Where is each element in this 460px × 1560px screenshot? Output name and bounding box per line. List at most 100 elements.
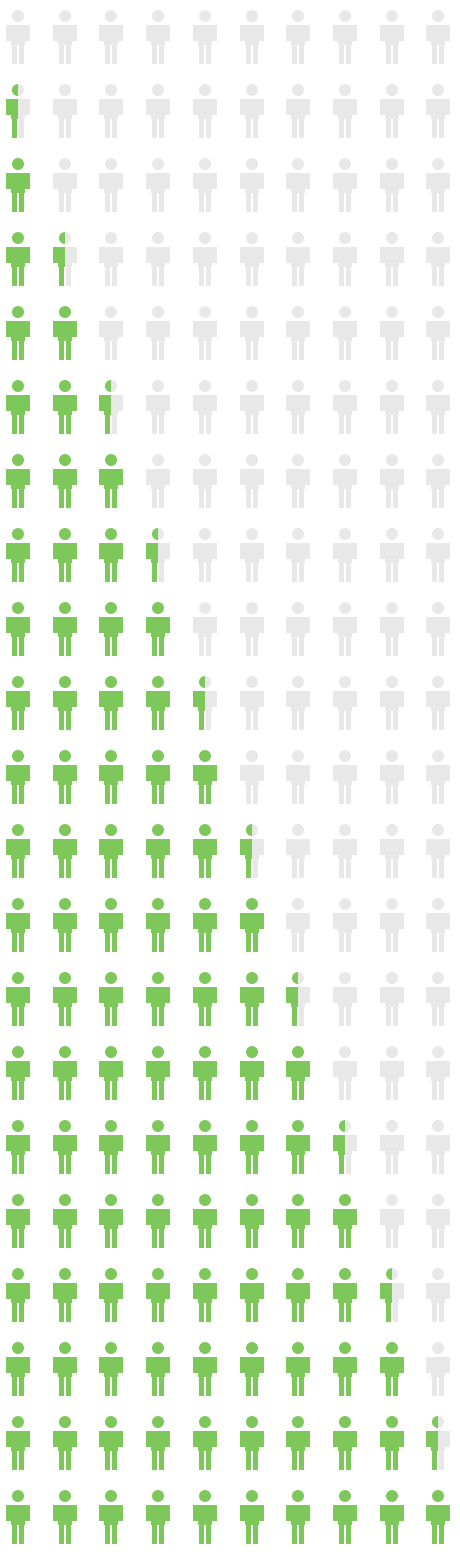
pictogram-row <box>0 230 460 290</box>
person-icon <box>332 230 358 286</box>
pictogram-row <box>0 304 460 364</box>
person-icon <box>285 156 311 212</box>
person-icon <box>192 600 218 656</box>
person-icon <box>379 82 405 138</box>
person-icon <box>192 896 218 952</box>
person-icon <box>192 82 218 138</box>
person-icon <box>332 1340 358 1396</box>
person-icon <box>52 378 78 434</box>
pictogram-row <box>0 82 460 142</box>
person-icon <box>192 1192 218 1248</box>
person-icon <box>239 156 265 212</box>
pictogram-row <box>0 156 460 216</box>
person-icon <box>239 230 265 286</box>
person-icon <box>425 822 451 878</box>
person-icon <box>145 378 171 434</box>
person-icon <box>332 82 358 138</box>
person-icon <box>379 1488 405 1544</box>
person-icon <box>239 8 265 64</box>
person-icon <box>239 896 265 952</box>
person-icon <box>332 674 358 730</box>
person-icon <box>145 1488 171 1544</box>
person-icon <box>239 378 265 434</box>
person-icon <box>145 1266 171 1322</box>
pictogram-row <box>0 1266 460 1326</box>
person-icon <box>192 1414 218 1470</box>
person-icon <box>285 526 311 582</box>
person-icon <box>332 1414 358 1470</box>
person-icon <box>192 674 218 730</box>
pictogram-row <box>0 526 460 586</box>
pictogram-row <box>0 970 460 1030</box>
person-icon <box>5 82 31 138</box>
person-icon <box>145 1044 171 1100</box>
person-icon <box>425 452 451 508</box>
person-icon <box>5 674 31 730</box>
person-icon <box>332 600 358 656</box>
person-icon <box>332 822 358 878</box>
person-icon <box>425 1192 451 1248</box>
person-icon <box>379 674 405 730</box>
person-icon <box>332 970 358 1026</box>
person-icon <box>379 1266 405 1322</box>
person-icon <box>425 230 451 286</box>
person-icon <box>5 748 31 804</box>
person-icon <box>239 1340 265 1396</box>
person-icon <box>425 748 451 804</box>
person-icon <box>5 1044 31 1100</box>
person-icon <box>52 1488 78 1544</box>
person-icon <box>5 452 31 508</box>
person-icon <box>5 600 31 656</box>
person-icon <box>425 82 451 138</box>
person-icon <box>98 526 124 582</box>
person-icon <box>379 1340 405 1396</box>
person-icon <box>285 1192 311 1248</box>
person-icon <box>5 1414 31 1470</box>
person-icon <box>98 600 124 656</box>
person-icon <box>285 822 311 878</box>
person-icon <box>192 304 218 360</box>
person-icon <box>145 748 171 804</box>
person-icon <box>5 1192 31 1248</box>
pictogram-row <box>0 1414 460 1474</box>
person-icon <box>5 1340 31 1396</box>
person-icon <box>332 304 358 360</box>
person-icon <box>52 1192 78 1248</box>
pictogram-row <box>0 822 460 882</box>
person-icon <box>145 452 171 508</box>
person-icon <box>192 748 218 804</box>
person-icon <box>5 230 31 286</box>
person-icon <box>192 1118 218 1174</box>
person-icon <box>5 1118 31 1174</box>
person-icon <box>98 8 124 64</box>
person-icon <box>285 1266 311 1322</box>
person-icon <box>285 1118 311 1174</box>
person-icon <box>332 748 358 804</box>
person-icon <box>332 896 358 952</box>
person-icon <box>425 1118 451 1174</box>
person-icon <box>52 1340 78 1396</box>
pictogram-row <box>0 1044 460 1104</box>
person-icon <box>379 230 405 286</box>
person-icon <box>98 822 124 878</box>
person-icon <box>425 1488 451 1544</box>
person-icon <box>145 674 171 730</box>
person-icon <box>285 1414 311 1470</box>
person-icon <box>5 970 31 1026</box>
person-icon <box>98 896 124 952</box>
person-icon <box>98 1192 124 1248</box>
person-icon <box>425 600 451 656</box>
pictogram-row <box>0 896 460 956</box>
person-icon <box>192 230 218 286</box>
person-icon <box>52 748 78 804</box>
person-icon <box>192 1266 218 1322</box>
person-icon <box>379 1044 405 1100</box>
person-icon <box>52 8 78 64</box>
person-icon <box>145 304 171 360</box>
person-icon <box>379 526 405 582</box>
person-icon <box>5 1266 31 1322</box>
person-icon <box>285 600 311 656</box>
person-icon <box>5 822 31 878</box>
person-icon <box>239 1192 265 1248</box>
person-icon <box>145 230 171 286</box>
